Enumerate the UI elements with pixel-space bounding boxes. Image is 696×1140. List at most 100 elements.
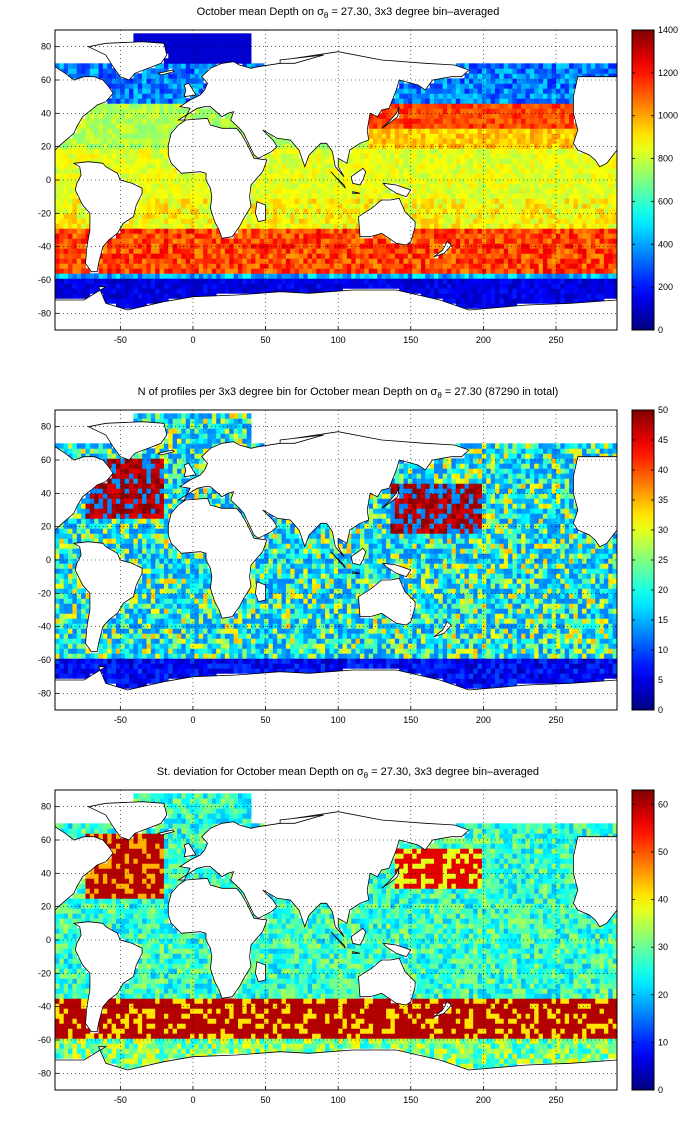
data-cell	[146, 273, 152, 279]
data-cell	[455, 128, 461, 134]
data-cell	[63, 273, 69, 279]
data-cell	[312, 263, 317, 269]
data-cell	[590, 223, 596, 229]
x-tick-label: 250	[548, 335, 563, 345]
data-cell	[316, 183, 322, 189]
data-cell	[163, 183, 169, 189]
data-cell	[68, 228, 73, 234]
data-cell	[203, 178, 208, 184]
data-cell	[495, 63, 500, 69]
data-cell	[316, 218, 322, 224]
data-cell	[364, 163, 370, 169]
data-cell	[68, 593, 73, 599]
data-cell	[159, 158, 165, 164]
data-cell	[272, 233, 278, 239]
data-cell	[63, 658, 69, 664]
data-cell	[85, 613, 91, 619]
data-cell	[181, 258, 187, 264]
data-cell	[107, 238, 113, 244]
data-cell	[407, 288, 413, 294]
data-cell	[538, 238, 544, 244]
data-cell	[351, 168, 357, 174]
data-cell	[364, 143, 370, 149]
data-cell	[107, 293, 113, 299]
data-cell	[359, 253, 365, 259]
data-cell	[416, 93, 422, 99]
data-cell	[490, 88, 496, 94]
data-cell	[455, 143, 461, 149]
data-cell	[63, 248, 69, 254]
data-cell	[268, 183, 274, 189]
data-cell	[386, 253, 391, 259]
data-cell	[89, 273, 95, 279]
data-cell	[477, 108, 483, 114]
data-cell	[599, 183, 605, 189]
data-cell	[599, 283, 605, 289]
data-cell	[176, 53, 182, 59]
data-cell	[603, 228, 609, 234]
data-cell	[490, 208, 496, 214]
data-cell	[72, 588, 78, 594]
data-cell	[120, 88, 126, 94]
data-cell	[63, 588, 69, 594]
data-cell	[595, 193, 600, 199]
data-cell	[224, 278, 230, 284]
data-cell	[503, 118, 509, 124]
data-cell	[290, 283, 296, 289]
data-cell	[316, 233, 322, 239]
data-cell	[155, 123, 160, 129]
data-cell	[529, 243, 535, 249]
data-cell	[425, 283, 431, 289]
data-cell	[325, 278, 330, 284]
data-cell	[68, 158, 73, 164]
data-cell	[115, 168, 121, 174]
data-cell	[394, 258, 400, 264]
data-cell	[503, 248, 509, 254]
data-cell	[438, 288, 444, 294]
data-cell	[586, 283, 592, 289]
data-cell	[133, 238, 139, 244]
data-cell	[508, 253, 513, 259]
data-cell	[85, 513, 91, 519]
data-cell	[107, 73, 113, 79]
data-cell	[159, 223, 165, 229]
data-cell	[63, 168, 69, 174]
data-cell	[590, 188, 596, 194]
data-cell	[159, 288, 165, 294]
data-cell	[377, 153, 383, 159]
data-cell	[547, 163, 553, 169]
data-cell	[76, 648, 82, 654]
data-cell	[203, 273, 208, 279]
data-cell	[120, 273, 126, 279]
data-cell	[525, 158, 531, 164]
data-cell	[447, 178, 452, 184]
data-cell	[434, 158, 439, 164]
data-cell	[307, 213, 313, 219]
data-cell	[268, 288, 274, 294]
data-cell	[294, 273, 300, 279]
data-cell	[85, 153, 91, 159]
data-cell	[98, 278, 104, 284]
data-cell	[490, 298, 496, 304]
data-cell	[599, 178, 605, 184]
data-cell	[242, 48, 248, 54]
data-cell	[72, 148, 78, 154]
data-cell	[76, 213, 82, 219]
data-cell	[451, 183, 457, 189]
data-cell	[525, 108, 531, 114]
data-cell	[124, 278, 130, 284]
data-cell	[495, 123, 500, 129]
data-cell	[285, 173, 291, 179]
data-cell	[473, 148, 478, 154]
y-tick-label: -20	[38, 208, 51, 218]
data-cell	[512, 183, 518, 189]
data-cell	[329, 283, 335, 289]
data-cell	[277, 228, 282, 234]
data-cell	[542, 273, 548, 279]
data-cell	[420, 118, 426, 124]
data-cell	[390, 123, 396, 129]
data-cell	[468, 208, 474, 214]
data-cell	[264, 263, 269, 269]
data-cell	[564, 123, 570, 129]
data-cell	[120, 123, 126, 129]
